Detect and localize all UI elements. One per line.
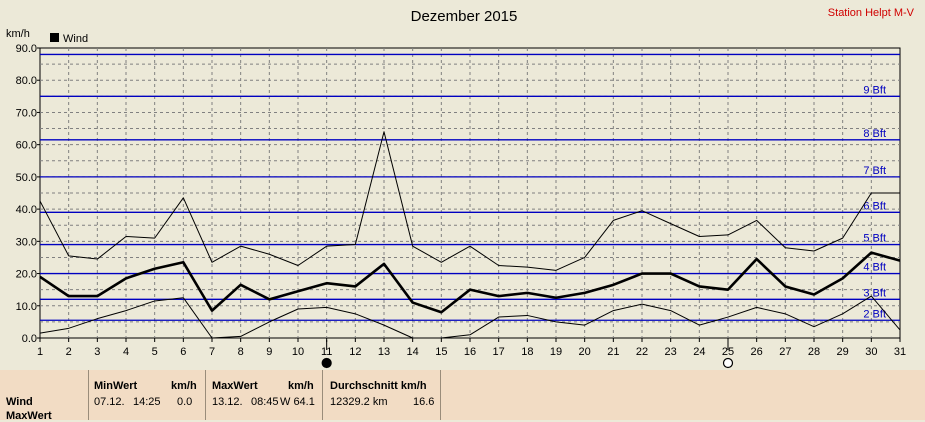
x-tick-label: 23	[665, 346, 677, 358]
beaufort-label: 7 Bft	[863, 165, 886, 177]
x-tick-label: 22	[636, 346, 648, 358]
min-date: 07.12.	[94, 396, 125, 408]
x-tick-label: 17	[493, 346, 505, 358]
x-tick-label: 11	[321, 346, 332, 358]
wind-chart: 2 Bft 3 Bft 4 Bft 5 Bft 6 Bft 7 Bft 8 Bft 9 Bft…	[6, 7, 915, 369]
max-value: W 64.1	[280, 396, 315, 408]
x-tick-label: 13	[378, 346, 390, 358]
y-tick-label: 0.0	[22, 333, 37, 345]
beaufort-label: 3 Bft	[863, 287, 886, 299]
beaufort-label: 5 Bft	[863, 233, 886, 245]
x-tick-label: 2	[66, 346, 72, 358]
x-tick-label: 24	[693, 346, 705, 358]
station-name: Station Helpt M-V	[828, 7, 915, 19]
wind-avg-line	[39, 251, 901, 314]
beaufort-label: 6 Bft	[863, 200, 886, 212]
x-tick-label: 27	[779, 346, 791, 358]
statistics-footer: Wind MaxWert MinWert km/h 07.12. 14:25 0…	[0, 370, 925, 422]
y-axis-unit: km/h	[6, 28, 30, 40]
x-tick-label: 25	[722, 346, 734, 358]
y-tick-label: 80.0	[16, 75, 37, 87]
x-tick-label: 26	[751, 346, 763, 358]
avg-header: Durchschnitt km/h	[330, 380, 427, 392]
legend-swatch	[50, 33, 59, 42]
footer-label-cell: Wind MaxWert	[0, 370, 89, 422]
footer-row-label: Wind	[6, 396, 33, 408]
min-time: 14:25	[133, 396, 161, 408]
x-tick-label: 29	[837, 346, 849, 358]
wind-max-line	[39, 131, 900, 271]
max-date: 13.12.	[212, 396, 243, 408]
new-moon-icon	[321, 357, 332, 369]
x-tick-label: 10	[292, 346, 304, 358]
beaufort-label: 8 Bft	[863, 128, 886, 140]
max-time: 08:45	[251, 396, 279, 408]
x-tick-label: 12	[349, 346, 361, 358]
x-tick-label: 31	[894, 346, 906, 358]
max-header: MaxWert	[212, 380, 258, 392]
max-unit: km/h	[288, 380, 314, 392]
x-tick-label: 6	[180, 346, 186, 358]
footer-avg-cell: Durchschnitt km/h 12329.2 km 16.6	[323, 370, 441, 420]
y-tick-label: 20.0	[16, 269, 37, 281]
min-value: 0.0	[177, 396, 193, 408]
x-tick-label: 20	[579, 346, 591, 358]
y-tick-label: 50.0	[16, 172, 37, 184]
beaufort-label: 9 Bft	[863, 84, 886, 96]
x-tick-label: 7	[209, 346, 215, 358]
x-tick-label: 5	[152, 346, 158, 358]
wind-min-line	[39, 295, 901, 339]
legend-label: Wind	[63, 33, 88, 45]
min-header: MinWert	[94, 380, 138, 392]
x-tick-label: 16	[464, 346, 476, 358]
y-tick-label: 70.0	[16, 107, 37, 119]
footer-max-cell: MaxWert km/h 13.12. 08:45 W 64.1	[206, 370, 323, 420]
x-tick-label: 14	[407, 346, 419, 358]
avg-distance: 12329.2 km	[330, 396, 388, 408]
footer-row-label-2: MaxWert	[6, 410, 52, 422]
min-unit: km/h	[171, 380, 197, 392]
x-tick-label: 21	[607, 346, 619, 358]
y-tick-label: 40.0	[16, 204, 37, 216]
chart-title: Dezember 2015	[411, 8, 518, 25]
y-tick-label: 30.0	[16, 236, 37, 248]
x-tick-label: 3	[94, 346, 100, 358]
x-tick-label: 15	[435, 346, 447, 358]
x-tick-label: 30	[865, 346, 877, 358]
x-tick-label: 18	[521, 346, 533, 358]
y-tick-label: 90.0	[16, 43, 37, 55]
beaufort-label: 2 Bft	[863, 308, 886, 320]
x-tick-label: 19	[550, 346, 562, 358]
x-tick-label: 8	[238, 346, 244, 358]
x-tick-label: 1	[37, 346, 43, 358]
x-tick-label: 28	[808, 346, 820, 358]
beaufort-label: 4 Bft	[863, 262, 886, 274]
x-tick-label: 9	[266, 346, 272, 358]
footer-min-cell: MinWert km/h 07.12. 14:25 0.0	[89, 370, 206, 420]
y-tick-label: 10.0	[16, 301, 37, 313]
x-tick-label: 4	[123, 346, 129, 358]
y-tick-label: 60.0	[16, 140, 37, 152]
full-moon-icon	[722, 357, 734, 369]
avg-value: 16.6	[413, 396, 435, 408]
